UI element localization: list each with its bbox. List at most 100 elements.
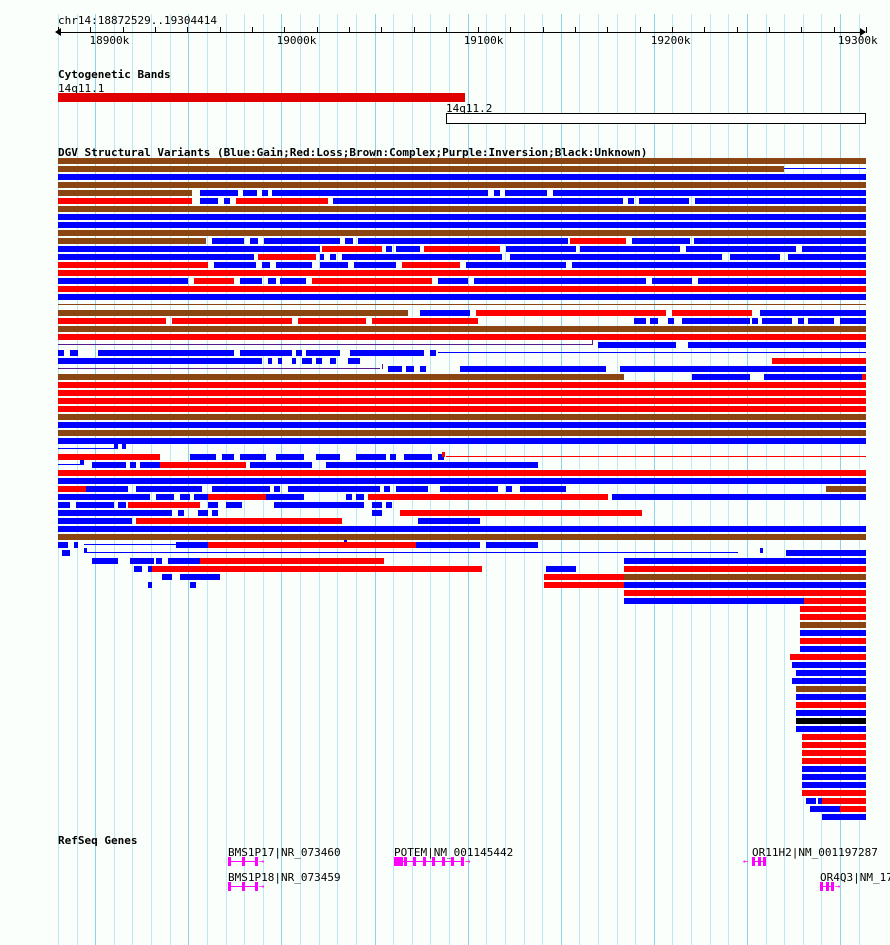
dgv-variant-segment[interactable] [58, 304, 866, 305]
dgv-variant-segment[interactable] [810, 806, 846, 812]
dgv-variant-segment[interactable] [58, 238, 206, 244]
dgv-variant-segment[interactable] [320, 262, 348, 268]
dgv-variant-segment[interactable] [802, 790, 866, 796]
dgv-variant-segment[interactable] [424, 246, 500, 252]
dgv-variant-segment[interactable] [438, 454, 444, 460]
dgv-variant-segment[interactable] [268, 358, 272, 364]
dgv-variant-segment[interactable] [762, 318, 792, 324]
dgv-variant-segment[interactable] [58, 526, 866, 532]
dgv-variant-segment[interactable] [730, 254, 780, 260]
dgv-variant-segment[interactable] [372, 510, 382, 516]
dgv-variant-segment[interactable] [58, 182, 866, 188]
dgv-variant-segment[interactable] [372, 502, 382, 508]
dgv-variant-segment[interactable] [58, 334, 866, 340]
dgv-variant-segment[interactable] [264, 238, 340, 244]
dgv-variant-segment[interactable] [652, 278, 692, 284]
dgv-variant-segment[interactable] [486, 542, 538, 548]
dgv-variant-segment[interactable] [624, 582, 866, 588]
dgv-variant-segment[interactable] [420, 366, 426, 372]
dgv-variant-segment[interactable] [650, 318, 658, 324]
dgv-variant-segment[interactable] [466, 262, 566, 268]
dgv-variant-segment[interactable] [668, 318, 674, 324]
dgv-variant-segment[interactable] [695, 198, 866, 204]
dgv-variant-segment[interactable] [58, 198, 192, 204]
dgv-variant-segment[interactable] [328, 486, 380, 492]
dgv-variant-segment[interactable] [624, 558, 866, 564]
dgv-variant-segment[interactable] [58, 318, 166, 324]
dgv-variant-segment[interactable] [276, 262, 312, 268]
dgv-variant-segment[interactable] [58, 398, 866, 404]
dgv-variant-segment[interactable] [152, 566, 482, 572]
dgv-variant-segment[interactable] [58, 174, 866, 180]
dgv-variant-segment[interactable] [348, 358, 360, 364]
gene-model[interactable] [228, 882, 258, 891]
dgv-variant-segment[interactable] [420, 310, 470, 316]
dgv-variant-segment[interactable] [333, 198, 623, 204]
dgv-variant-segment[interactable] [58, 158, 866, 164]
dgv-variant-segment[interactable] [58, 326, 866, 332]
dgv-variant-segment[interactable] [292, 358, 296, 364]
dgv-variant-segment[interactable] [58, 486, 86, 492]
dgv-variant-segment[interactable] [58, 510, 172, 516]
dgv-variant-segment[interactable] [796, 702, 866, 708]
dgv-variant-segment[interactable] [796, 686, 866, 692]
dgv-variant-segment[interactable] [58, 382, 866, 388]
dgv-variant-segment[interactable] [224, 198, 230, 204]
dgv-variant-segment[interactable] [634, 318, 646, 324]
dgv-variant-segment[interactable] [58, 414, 866, 420]
dgv-variant-segment[interactable] [760, 310, 866, 316]
dgv-variant-segment[interactable] [214, 262, 256, 268]
dgv-variant-segment[interactable] [266, 494, 304, 500]
dgv-variant-segment[interactable] [460, 366, 606, 372]
dgv-variant-segment[interactable] [58, 374, 624, 380]
arrow-right-icon[interactable] [860, 28, 866, 36]
dgv-variant-segment[interactable] [134, 566, 142, 572]
dgv-variant-segment[interactable] [690, 342, 866, 348]
dgv-variant-segment[interactable] [274, 502, 364, 508]
dgv-variant-segment[interactable] [345, 238, 353, 244]
dgv-variant-segment[interactable] [840, 806, 866, 812]
dgv-variant-segment[interactable] [800, 606, 866, 612]
dgv-variant-segment[interactable] [58, 222, 866, 228]
dgv-variant-segment[interactable] [354, 262, 396, 268]
dgv-variant-segment[interactable] [438, 352, 866, 353]
dgv-variant-segment[interactable] [546, 566, 576, 572]
dgv-variant-segment[interactable] [802, 742, 866, 748]
dgv-variant-segment[interactable] [58, 542, 68, 548]
dgv-variant-segment[interactable] [58, 494, 150, 500]
gene-model[interactable] [820, 882, 834, 891]
dgv-variant-segment[interactable] [130, 462, 136, 468]
dgv-variant-segment[interactable] [280, 278, 306, 284]
dgv-variant-segment[interactable] [86, 486, 128, 492]
dgv-variant-segment[interactable] [752, 318, 758, 324]
dgv-variant-segment[interactable] [58, 278, 188, 284]
dgv-variant-segment[interactable] [148, 582, 152, 588]
dgv-variant-segment[interactable] [58, 246, 320, 252]
dgv-variant-segment[interactable] [624, 590, 866, 596]
dgv-variant-segment[interactable] [772, 358, 866, 364]
dgv-variant-segment[interactable] [168, 558, 210, 564]
dgv-variant-segment[interactable] [316, 358, 322, 364]
dgv-variant-segment[interactable] [356, 494, 364, 500]
dgv-variant-segment[interactable] [240, 350, 292, 356]
dgv-variant-segment[interactable] [505, 190, 547, 196]
dgv-variant-segment[interactable] [802, 782, 866, 788]
dgv-variant-segment[interactable] [330, 358, 336, 364]
cytoband-bar[interactable] [446, 113, 866, 124]
dgv-variant-segment[interactable] [822, 814, 866, 820]
dgv-variant-segment[interactable] [58, 262, 208, 268]
dgv-variant-segment[interactable] [800, 622, 866, 628]
dgv-variant-segment[interactable] [180, 494, 190, 500]
dgv-variant-segment[interactable] [572, 262, 866, 268]
dgv-variant-segment[interactable] [180, 574, 220, 580]
dgv-variant-segment[interactable] [802, 246, 866, 252]
dgv-variant-segment[interactable] [570, 238, 626, 244]
dgv-variant-segment[interactable] [806, 798, 816, 804]
dgv-variant-segment[interactable] [236, 198, 328, 204]
dgv-variant-segment[interactable] [372, 318, 478, 324]
dgv-variant-segment[interactable] [430, 350, 436, 356]
dgv-variant-segment[interactable] [770, 374, 862, 380]
dgv-variant-segment[interactable] [296, 350, 302, 356]
dgv-variant-segment[interactable] [86, 552, 738, 553]
